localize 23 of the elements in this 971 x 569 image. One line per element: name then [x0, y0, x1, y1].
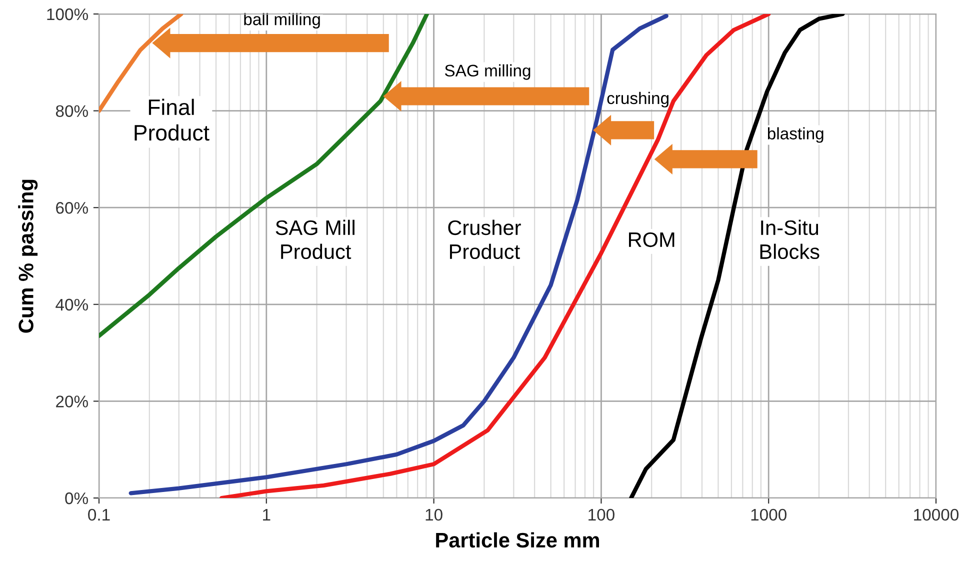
x-tick-label: 1	[263, 509, 270, 520]
x-tick-label: 100	[588, 508, 614, 521]
x-tick-label: 0.1	[88, 508, 110, 521]
annotation: SAG Mill Product	[276, 220, 354, 260]
y-tick-label: 60%	[56, 202, 88, 214]
y-tick-label: 40%	[56, 298, 88, 311]
annotation: Crusher Product	[448, 220, 521, 260]
annotation: Final Product	[134, 98, 210, 141]
x-tick-label: 10000	[914, 508, 959, 521]
x-tick-label: 10	[426, 508, 442, 521]
y-axis-title: Cum % passing	[18, 180, 38, 333]
x-tick-label: 1000	[751, 508, 786, 521]
x-axis-title: Particle Size mm	[436, 532, 600, 548]
annotation: SAG milling	[444, 64, 530, 80]
y-tick-label: 20%	[56, 396, 88, 408]
y-tick-label: 0%	[65, 492, 88, 504]
annotation: In-Situ Blocks	[760, 220, 820, 260]
y-tick-label: 100%	[47, 8, 88, 20]
annotation: crushing	[607, 92, 668, 108]
annotation: ROM	[629, 232, 674, 248]
annotation: blasting	[768, 127, 824, 143]
y-tick-label: 80%	[56, 105, 88, 118]
annotation: ball milling	[244, 13, 320, 29]
